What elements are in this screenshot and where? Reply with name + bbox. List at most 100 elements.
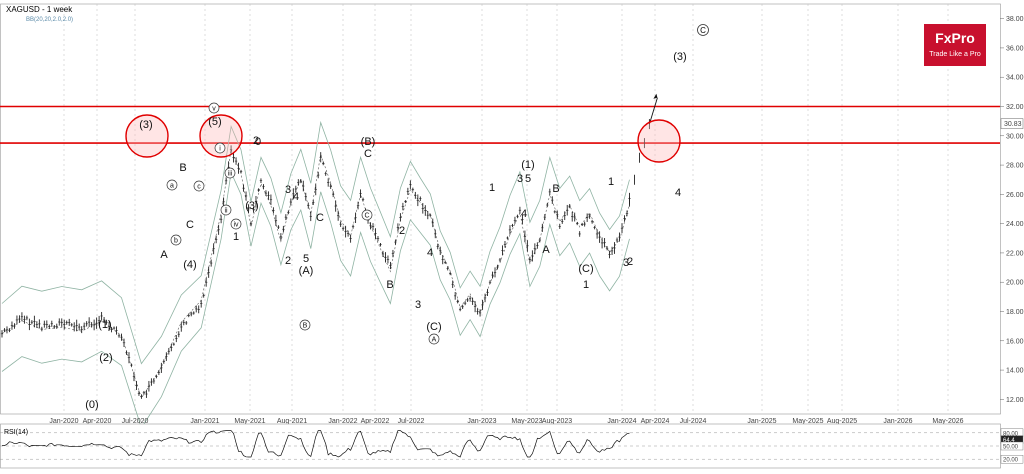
plot-frame <box>0 3 1001 415</box>
indicator-title: BB(20,20,2.0,2.0) <box>26 17 73 23</box>
grid <box>0 3 1001 415</box>
projection-arrow <box>648 97 658 125</box>
y-tick-label: 26.00 <box>1006 192 1024 199</box>
y-tick-label: 22.00 <box>1006 250 1024 257</box>
wave-label: (3) <box>245 200 258 212</box>
x-axis: Jan-2020 Apr-2020 Jul-2020 Jan-2021 May-2021… <box>49 418 963 425</box>
x-tick-label: Apr-2024 <box>641 418 670 425</box>
circled-label: a <box>170 182 174 189</box>
forecast-circled: C <box>697 24 709 36</box>
rsi-value-label: 20.00 <box>1003 458 1019 464</box>
x-tick-label: Apr-2020 <box>83 418 112 425</box>
current-price-box <box>1000 118 1024 129</box>
projection-arrowhead <box>653 93 658 99</box>
svg-text:C: C <box>700 26 706 35</box>
y-tick-label: 18.00 <box>1006 309 1024 316</box>
wave-label: 2 <box>399 225 405 237</box>
y-tick-label: 34.00 <box>1006 75 1024 82</box>
circled-label: iv <box>233 221 239 228</box>
x-tick-label: Jul-2022 <box>398 418 425 425</box>
circled-marker <box>220 204 232 216</box>
rsi-value-label: 50.00 <box>1003 445 1019 451</box>
circled-marker <box>214 142 226 154</box>
y-tick-label: 36.00 <box>1006 45 1024 52</box>
y-tick-label: 32.00 <box>1006 104 1024 111</box>
wave-label: 4 <box>521 208 527 220</box>
circled-label: i <box>219 145 221 152</box>
x-tick-label: Jan-2021 <box>190 418 219 425</box>
bollinger-bands <box>1 120 630 429</box>
bb-lower <box>1 171 630 429</box>
y-tick-label: 28.00 <box>1006 163 1024 170</box>
logo-brand: FxPro <box>935 30 975 46</box>
wave-label: 2 <box>285 255 291 267</box>
circled-marker <box>166 179 178 191</box>
wave-label: 2 <box>253 135 259 147</box>
bb-upper <box>1 120 630 365</box>
wave-label: B <box>552 183 559 195</box>
circled-marker <box>361 209 373 221</box>
highlight-circle <box>637 119 681 163</box>
wave-label: 3 <box>415 299 421 311</box>
wave-label: (5) <box>208 116 221 128</box>
wave-label: B <box>179 162 186 174</box>
wave-label: 1 <box>608 176 614 188</box>
forecast-label: (3) <box>673 51 686 63</box>
price-series <box>0 93 658 399</box>
rsi-line <box>2 430 630 458</box>
wave-label: 5 <box>525 173 531 185</box>
wave-label: 4 <box>293 191 299 203</box>
y-tick-label: 38.00 <box>1006 16 1024 23</box>
wave-label: (0) <box>85 399 98 411</box>
wave-label: (A) <box>299 265 314 277</box>
x-tick-label: Jan-2020 <box>49 418 78 425</box>
wave-label: 4 <box>427 247 433 259</box>
wave-label: (C) <box>578 263 593 275</box>
current-price-label: 30.83 <box>1004 121 1022 128</box>
wave-label: 4 <box>675 187 681 199</box>
rsi-value-label: 80.00 <box>1003 431 1019 437</box>
x-tick-label: Aug-2021 <box>277 418 307 425</box>
wave-label: (1) <box>98 319 111 331</box>
y-tick-label: 16.00 <box>1006 338 1024 345</box>
x-tick-label: May-2026 <box>932 418 963 425</box>
wave-label: 1 <box>233 231 239 243</box>
wave-label: 3 <box>285 184 291 196</box>
x-tick-label: Jan-2024 <box>607 418 636 425</box>
y-tick-label: 12.00 <box>1006 397 1024 404</box>
x-tick-label: Jul-2024 <box>680 418 707 425</box>
wave-label: (C) <box>426 321 441 333</box>
highlight-circle <box>199 114 243 158</box>
wave-label: A <box>160 249 168 261</box>
wave-label: 1 <box>489 182 495 194</box>
y-tick-label: 20.00 <box>1006 280 1024 287</box>
circled-marker <box>224 167 236 179</box>
x-tick-label: Aug-2023 <box>542 418 572 425</box>
x-tick-label: May-2025 <box>792 418 823 425</box>
wave-label: B <box>386 279 393 291</box>
x-tick-label: Apr-2022 <box>361 418 390 425</box>
rsi-value-label: 64.4 <box>1003 438 1015 444</box>
wave-label: 5 <box>303 253 309 265</box>
x-tick-label: Aug-2025 <box>827 418 857 425</box>
wave-label: C <box>316 212 324 224</box>
wave-label: C <box>364 148 372 160</box>
rsi-value-box <box>1000 441 1024 451</box>
x-tick-label: May-2023 <box>511 418 542 425</box>
rsi-title: RSI(14) <box>4 429 28 436</box>
chart-title: XAGUSD - 1 week <box>6 5 73 14</box>
wave-label: (3) <box>139 119 152 131</box>
fxpro-logo: FxPro Trade Like a Pro <box>924 24 986 66</box>
circled-label: C <box>364 212 369 219</box>
logo-tagline: Trade Like a Pro <box>929 51 981 58</box>
circled-label: iii <box>228 170 233 177</box>
y-tick-label: 30.00 <box>1006 133 1024 140</box>
wave-label: 3 <box>623 257 629 269</box>
wave-label: 3 <box>517 173 523 185</box>
y-tick-label: 14.00 <box>1006 368 1024 375</box>
circled-label: v <box>212 105 216 112</box>
x-tick-label: Jan-2026 <box>883 418 912 425</box>
